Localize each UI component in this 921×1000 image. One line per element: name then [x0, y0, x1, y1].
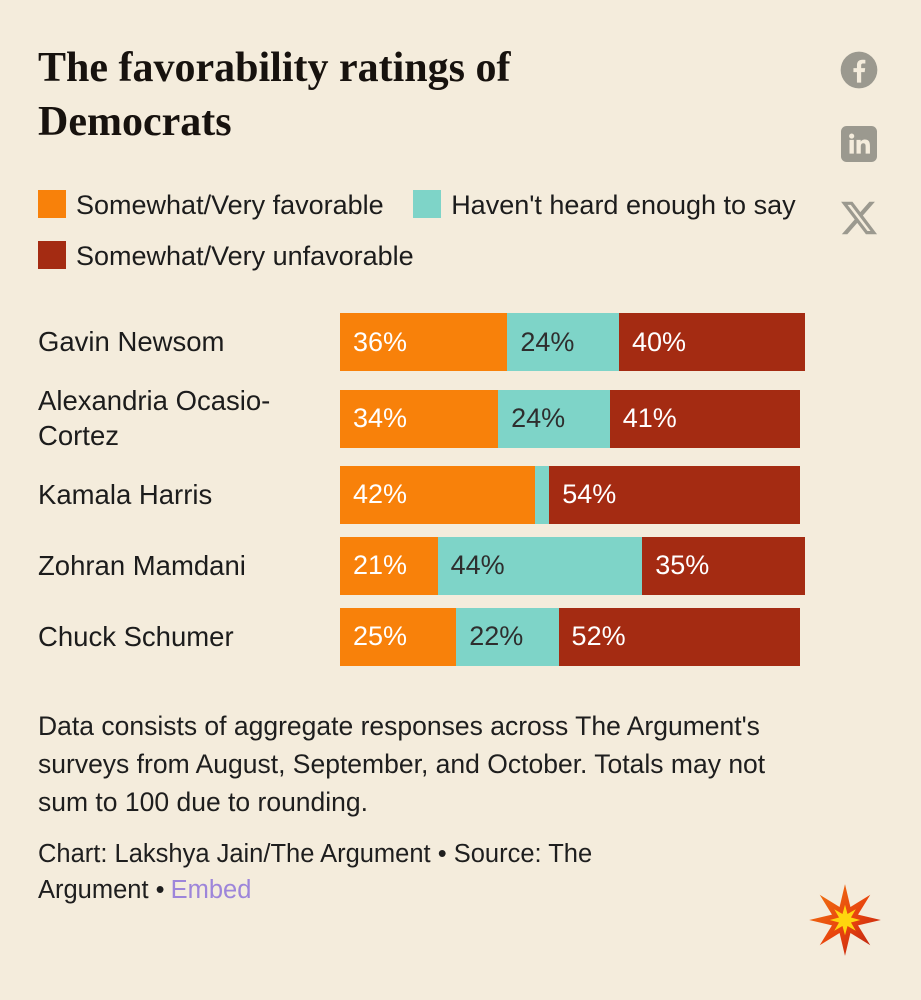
bar-segment: 24%: [507, 313, 619, 372]
legend-swatch-icon: [38, 189, 66, 218]
facebook-icon[interactable]: [839, 50, 879, 90]
stacked-bar: 21% 44% 35%: [340, 536, 805, 595]
chart-row: Chuck Schumer 25% 22% 52%: [38, 607, 805, 666]
bar-segment: [535, 465, 550, 524]
bar-value-label: 21%: [353, 550, 408, 581]
page-title: The favorability ratings of Democrats: [38, 45, 511, 145]
chart-row: Gavin Newsom 36% 24% 40%: [38, 313, 805, 372]
bar-value-label: 44%: [450, 550, 505, 581]
stacked-bar: 25% 22% 52%: [340, 607, 805, 666]
legend-label: Somewhat/Very unfavorable: [76, 241, 414, 272]
legend-swatch-icon: [413, 189, 442, 218]
chart-notes: Data consists of aggregate responses acr…: [38, 710, 766, 817]
bar-segment: 24%: [498, 389, 610, 448]
chart-credit: Chart: Lakshya Jain/The Argument • Sourc…: [38, 836, 693, 909]
legend-label: Haven't heard enough to say: [451, 189, 796, 220]
bar-value-label: 35%: [655, 550, 710, 581]
credit-text: Chart: Lakshya Jain/The Argument • Sourc…: [38, 839, 593, 905]
chart-row: Zohran Mamdani 21% 44% 35%: [38, 536, 805, 595]
bar-segment: 34%: [340, 389, 499, 448]
bar-segment: 21%: [340, 536, 438, 595]
category-label: Alexandria Ocasio-Cortez: [38, 385, 271, 451]
bar-value-label: 25%: [353, 621, 408, 652]
legend-item: Somewhat/Very favorable: [38, 189, 384, 220]
chart-row: Alexandria Ocasio-Cortez 34% 24% 41%: [38, 384, 805, 453]
bar-value-label: 42%: [353, 479, 408, 510]
stacked-bar: 34% 24% 41%: [340, 389, 805, 448]
category-label: Gavin Newsom: [38, 325, 225, 357]
bar-value-label: 54%: [562, 479, 617, 510]
legend: Somewhat/Very favorable Haven't heard en…: [38, 180, 828, 284]
bar-value-label: 41%: [622, 403, 677, 434]
bar-segment: 52%: [558, 607, 801, 666]
bar-value-label: 24%: [520, 326, 575, 357]
category-label: Kamala Harris: [38, 478, 213, 510]
bar-value-label: 24%: [511, 403, 566, 434]
bar-segment: 22%: [456, 607, 559, 666]
category-label: Zohran Mamdani: [38, 549, 246, 581]
x-icon[interactable]: [839, 198, 879, 238]
bar-segment: 54%: [549, 465, 801, 524]
legend-item: Haven't heard enough to say: [413, 189, 796, 220]
bar-segment: 36%: [340, 313, 508, 372]
bar-segment: 42%: [340, 465, 536, 524]
chart-row: Kamala Harris 42% 54%: [38, 465, 805, 524]
bar-segment: 25%: [340, 607, 457, 666]
category-label: Chuck Schumer: [38, 620, 234, 652]
stacked-bar: 36% 24% 40%: [340, 313, 805, 372]
bar-segment: 44%: [437, 536, 643, 595]
legend-label: Somewhat/Very favorable: [76, 189, 384, 220]
chart-card: The favorability ratings of Democrats So…: [38, 45, 883, 909]
bar-value-label: 36%: [353, 326, 408, 357]
bar-segment: 40%: [618, 313, 805, 372]
bar-value-label: 40%: [631, 326, 687, 357]
legend-item: Somewhat/Very unfavorable: [38, 241, 414, 271]
bar-value-label: 34%: [353, 403, 408, 434]
linkedin-icon[interactable]: [839, 124, 879, 164]
social-share-bar: [839, 50, 879, 238]
bar-value-label: 22%: [469, 621, 524, 652]
bar-value-label: 52%: [571, 621, 626, 652]
legend-swatch-icon: [38, 241, 66, 270]
embed-link[interactable]: Embed: [170, 876, 252, 905]
bar-chart: Gavin Newsom 36% 24% 40% Alexandria Ocasio-C…: [38, 313, 883, 666]
starburst-logo: [807, 882, 883, 958]
stacked-bar: 42% 54%: [340, 465, 805, 524]
bar-segment: 35%: [642, 536, 805, 595]
bar-segment: 41%: [609, 389, 801, 448]
